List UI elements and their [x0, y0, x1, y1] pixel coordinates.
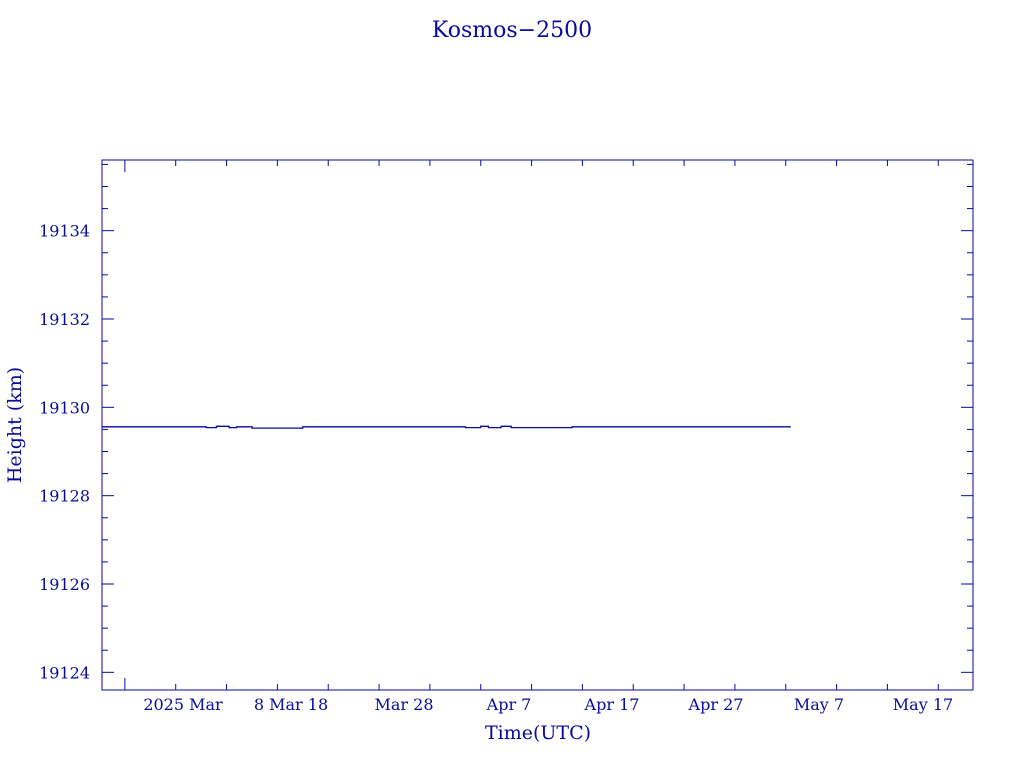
x-tick-label: Apr 27	[688, 695, 744, 714]
chart-title: Kosmos−2500	[432, 18, 592, 43]
y-tick-label: 19128	[39, 487, 90, 506]
x-tick-label: Apr 7	[486, 695, 532, 714]
y-tick-label: 19124	[39, 663, 90, 682]
x-tick-label: 2025 Mar	[143, 695, 223, 714]
y-tick-label: 19134	[39, 222, 90, 241]
x-tick-label: Mar 28	[374, 695, 433, 714]
y-axis-label: Height (km)	[4, 367, 26, 483]
y-tick-label: 19126	[39, 575, 90, 594]
x-tick-label: May 17	[893, 695, 953, 714]
series-line-height	[102, 425, 791, 429]
x-tick-label: May 7	[794, 695, 844, 714]
x-tick-label: 8 Mar 18	[254, 695, 328, 714]
y-tick-label: 19130	[39, 398, 90, 417]
x-axis: 2025 Mar 8 Mar 18 Mar 28 Apr 7 Apr 17 Apr 27 M…	[124, 160, 953, 714]
x-axis-label: Time(UTC)	[485, 722, 591, 744]
plot-frame	[101, 159, 974, 691]
x-tick-label: Apr 17	[584, 695, 640, 714]
y-axis: 19124 19126 19128 19130 19132 19134	[39, 163, 973, 682]
y-tick-label: 19132	[39, 310, 90, 329]
